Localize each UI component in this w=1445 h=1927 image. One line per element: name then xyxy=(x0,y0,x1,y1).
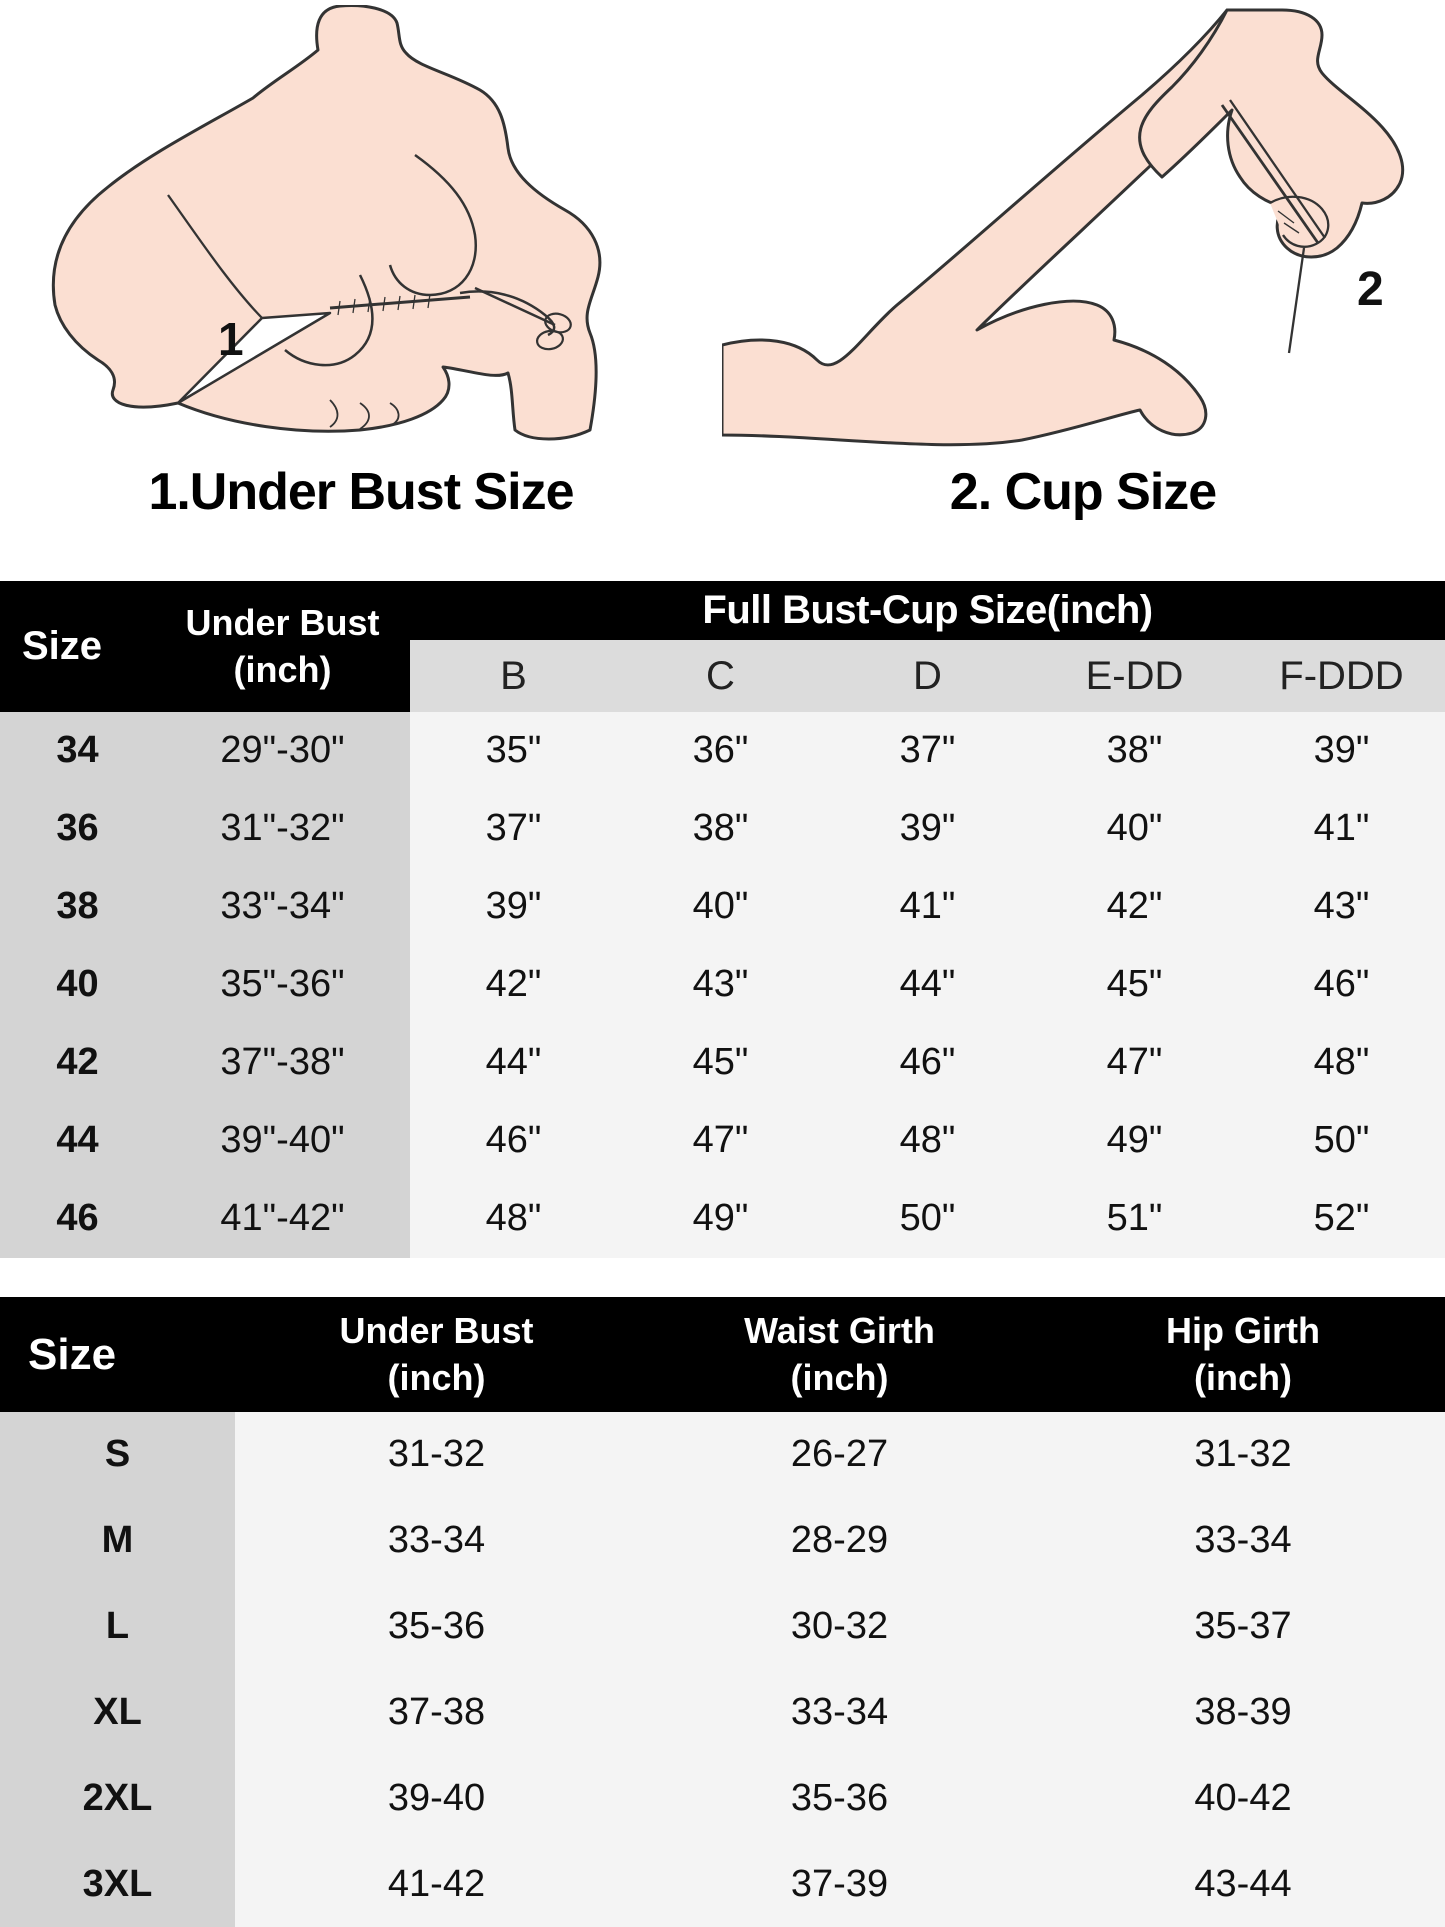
svg-text:2: 2 xyxy=(1357,263,1384,316)
svg-text:1: 1 xyxy=(218,313,244,365)
